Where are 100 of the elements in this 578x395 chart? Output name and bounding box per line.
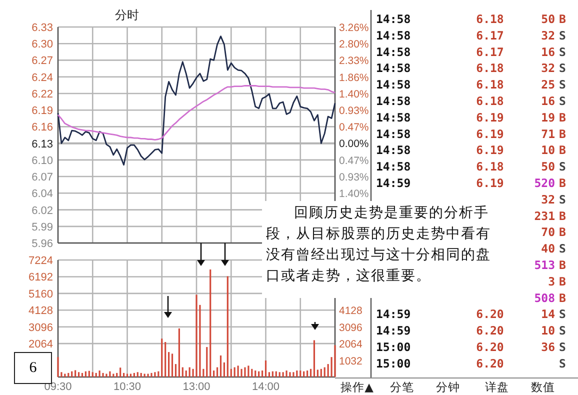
y-tick-label: 2064 [28,338,53,351]
text: 32 [541,61,555,76]
y2-tick-label: 0.47% [339,154,369,167]
y-tick-label: 6.04 [32,188,53,200]
text: 14:58 [376,110,411,124]
y2-tick-label: 2064 [339,338,363,351]
text: 10 [541,143,555,158]
text: 分笔 [390,380,414,394]
text: 详盘 [485,380,509,394]
text: 14:58 [376,143,411,158]
text: 14:58 [376,44,411,59]
text: B [559,12,566,26]
text: 32 [541,192,555,206]
y-tick-label: 6.30 [32,38,53,51]
text: B [559,143,566,158]
y-tick-label: 6.13 [32,138,53,150]
y2-tick-label: 4128 [339,305,363,318]
text: B [559,258,566,272]
text: 6.17 [476,44,504,59]
text: B [559,290,566,305]
text: S [559,324,566,338]
y-tick-label: 5160 [28,288,53,300]
text: 14:58 [376,126,411,141]
text: S [559,94,566,108]
text: 14:58 [376,78,411,92]
y-tick-label: 6.02 [32,204,53,217]
text: S [559,160,566,174]
text: S [559,340,566,354]
text: 6.18 [476,61,504,76]
y-tick-label: 6.16 [32,122,53,134]
text: 15:00 [376,340,411,354]
text: 25 [541,78,555,92]
text: 231 [534,208,555,223]
text: 19 [541,110,555,124]
text: 14:58 [376,160,411,174]
text: 6.20 [476,324,504,338]
text: B [559,274,566,288]
y-tick-label: 4128 [28,305,53,318]
y2-tick-label: 1.86% [339,72,369,84]
text: 16 [541,94,555,108]
text: 14:58 [376,94,411,108]
y2-tick-label: 0.00% [339,138,369,150]
text: 数值 [531,380,555,394]
y-tick-label: 5.99 [32,221,53,234]
text: 36 [541,340,555,354]
text: 6.19 [476,126,504,141]
text: 14 [541,307,555,322]
text: 6.18 [476,78,504,92]
text: 6.20 [476,340,504,354]
y-tick-label: 6.07 [32,172,53,184]
text: 16 [541,44,555,59]
text: 14:59 [376,307,411,322]
text: S [559,192,566,206]
y2-tick-label: 2.33% [339,55,369,68]
text: 操作▲ [340,380,374,394]
text: 14:58 [376,28,411,42]
x-tick-label: 10:30 [113,381,142,393]
text: S [559,78,566,92]
line-series [57,85,336,141]
y-tick-label: 6.22 [32,88,53,100]
text: 6.19 [476,176,504,190]
line-series [57,36,336,166]
y2-tick-label: 0.47% [339,121,369,134]
text: 14:58 [376,61,411,76]
y-tick-label: 6.10 [32,154,53,167]
y2-tick-label: 1.40% [339,188,369,200]
text: 6.17 [476,28,504,42]
text: S [559,356,566,370]
text: B [559,225,566,240]
text: S [559,61,566,76]
y2-tick-label: 0.93% [339,171,369,184]
y-tick-label: 6.19 [32,105,53,118]
text: 6 [29,360,37,376]
text: 50 [541,160,555,174]
text: 6.18 [476,94,504,108]
y2-tick-label: 1032 [339,355,363,368]
text: B [559,126,566,141]
text: 50 [541,12,555,26]
y2-tick-label: 3096 [339,322,363,334]
y-tick-label: 5.96 [32,238,53,250]
text: S [559,44,566,59]
text: B [559,110,566,124]
text: 520 [534,176,555,190]
x-tick-label: 13:00 [182,381,210,393]
x-tick-label: 14:00 [252,381,280,393]
text: 71 [541,126,555,141]
text: B [559,208,566,223]
text: 6.19 [476,110,504,124]
text: 32 [541,28,555,42]
y2-tick-label: 2.80% [339,38,369,50]
text: 14:58 [376,12,411,26]
y-tick-label: 6.27 [32,55,53,68]
text: B [559,176,566,190]
text: 40 [541,242,555,256]
text: S [559,242,566,256]
text: 14:59 [376,176,411,190]
text: 10 [541,324,555,338]
text: 70 [541,225,555,240]
text: 508 [534,290,555,305]
text: 14:59 [376,324,411,338]
